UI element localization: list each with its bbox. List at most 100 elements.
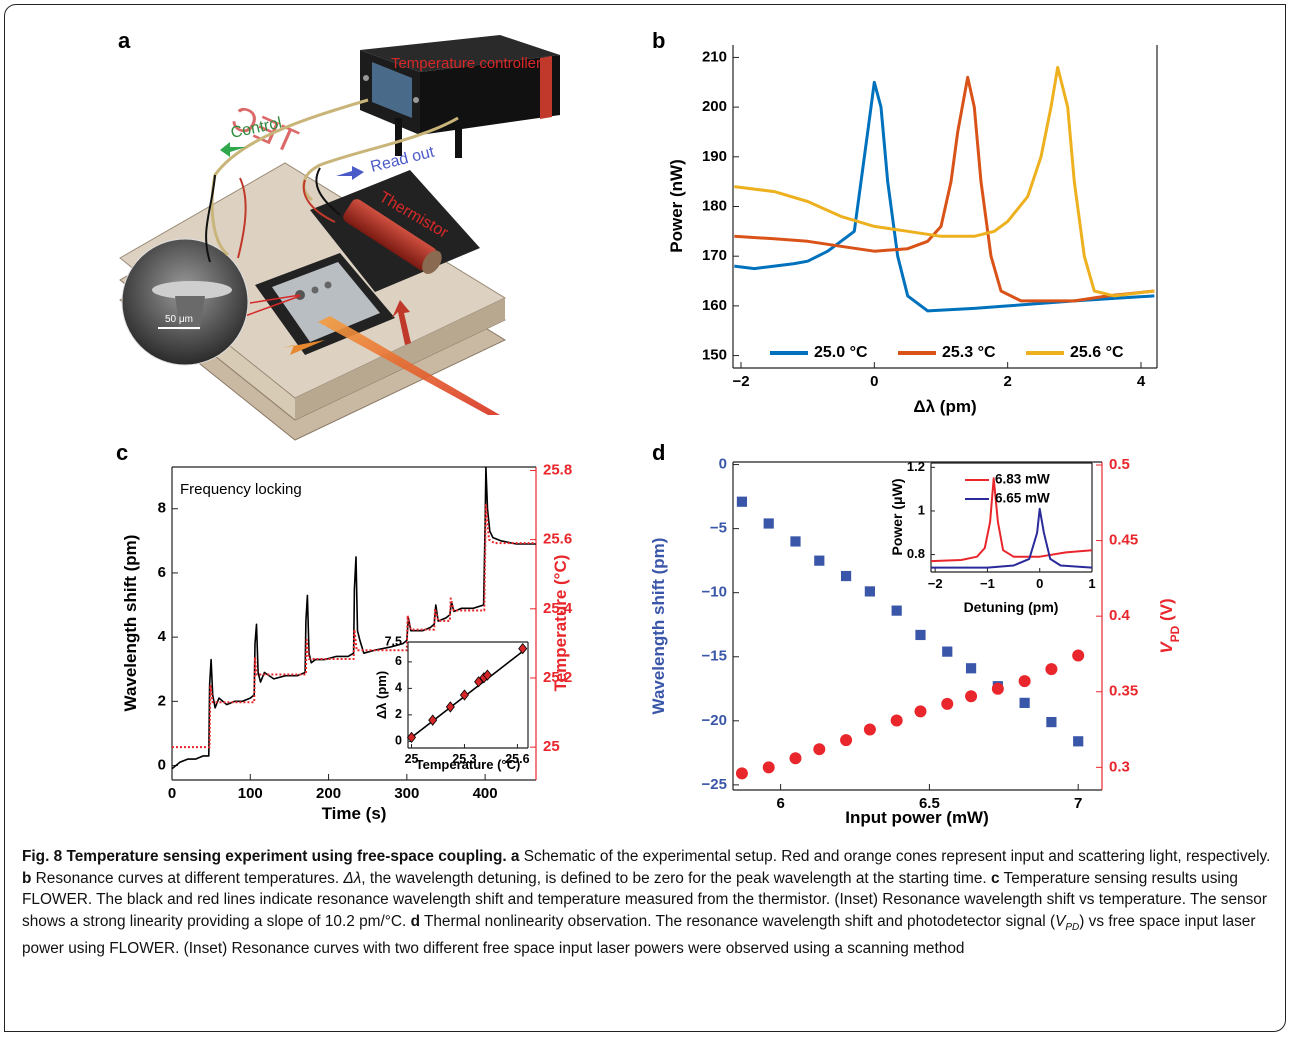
y-tick-label: 7.5	[385, 634, 402, 648]
marker	[428, 714, 438, 726]
marker	[459, 689, 469, 701]
caption-text: Schematic of the experimental setup. Red…	[519, 848, 1271, 865]
marker	[1018, 675, 1031, 688]
marker	[864, 586, 875, 597]
y-tick-label: 200	[702, 98, 727, 115]
y-tick-label: 2	[395, 707, 402, 721]
y-axis-label: Wavelength shift (pm)	[121, 535, 140, 712]
marker	[736, 496, 748, 507]
chip	[272, 262, 380, 342]
controller-leg	[395, 118, 402, 156]
marker	[763, 518, 774, 529]
series-line	[172, 467, 536, 770]
y-tick-label: 150	[702, 347, 727, 364]
input-arrow	[392, 300, 411, 345]
caption-label: b	[22, 869, 32, 887]
series-line	[734, 75, 1155, 303]
cable	[237, 177, 247, 259]
laser-beam	[318, 316, 500, 415]
sem-disk	[152, 281, 232, 299]
y-tick-label: 1.2	[907, 459, 925, 474]
y2-tick-label: 0.4	[1109, 607, 1131, 624]
chart: −2 −1 0 1 0.8 1 1.2 Detuning (pm) Power (μW) 6.83…	[889, 459, 1096, 615]
marker	[735, 767, 748, 780]
y2-tick-label: 0.5	[1109, 456, 1130, 473]
y-axis-label: Power (μW)	[889, 478, 905, 555]
annotation: Frequency locking	[180, 481, 302, 498]
marker	[482, 669, 492, 681]
x-tick-label: 100	[238, 785, 263, 802]
thermistor	[343, 199, 442, 274]
marker	[762, 761, 775, 774]
x-tick-label: 0	[870, 373, 878, 390]
caption-text: , the wavelength detuning, is defined to…	[361, 869, 991, 887]
marker	[1073, 736, 1084, 747]
marker	[863, 723, 876, 736]
marker	[840, 570, 852, 582]
y-tick-label: 0.8	[907, 546, 925, 561]
cable	[205, 174, 216, 263]
chart: −2 0 2 4 150 160 170 180 190 200 210 Δλ (pm) Power (…	[667, 45, 1158, 416]
figure: a b c d 50 μm TEC	[116, 28, 1182, 827]
y-tick-label: −15	[702, 648, 727, 665]
x-tick-label: 25.3	[452, 752, 476, 766]
zoom-line	[244, 295, 301, 317]
caption-label: d	[410, 912, 420, 930]
y-tick-label: 1	[918, 502, 925, 517]
caption-label: c	[990, 869, 1000, 887]
chart: 0 100 200 300 400 0 2 4 6 8 25 25.2 25.4 25.6 25.8 Time…	[121, 461, 573, 823]
y2-axis-label: Temperature (°C)	[551, 555, 570, 692]
x-tick-label: 25	[405, 752, 419, 766]
y2-tick-label: 0.3	[1109, 758, 1130, 775]
x-tick-label: 200	[316, 785, 341, 802]
y2-tick-label: 25.4	[543, 600, 573, 617]
y2-axis-label-part: (V)	[1157, 598, 1176, 625]
y-tick-label: 190	[702, 148, 727, 165]
x-tick-label: 2	[1003, 373, 1011, 390]
y-tick-label: −25	[702, 776, 727, 793]
marker	[814, 555, 825, 566]
x-tick-label: −2	[732, 373, 749, 390]
y-tick-label: 4	[158, 628, 167, 645]
marker	[813, 743, 826, 756]
caption: Fig. 8 Temperature sensing experiment us…	[22, 846, 1274, 960]
caption-symbol: V	[1055, 912, 1066, 930]
x-tick-label: −1	[980, 576, 995, 591]
caption-text: Resonance curves at different temperatur…	[31, 869, 344, 887]
marker	[518, 642, 528, 655]
marker	[965, 690, 978, 703]
legend-label: 6.65 mW	[995, 491, 1050, 506]
x-tick-label: −2	[928, 576, 943, 591]
y2-tick-label: 25.8	[543, 461, 572, 478]
chart: 25 25.3 25.6 0 2 4 6 7.5 Temperature (°C) Δλ (pm)	[374, 634, 530, 772]
x-tick-label: 0	[1036, 576, 1043, 591]
marker	[914, 705, 927, 718]
legend-label: 6.83 mW	[995, 472, 1050, 487]
y-axis-label: Wavelength shift (pm)	[649, 538, 668, 715]
readout-arrow	[336, 166, 364, 180]
y-tick-label: 0	[719, 456, 727, 473]
y-tick-label: 0	[158, 757, 166, 774]
x-tick-label: 1	[1088, 576, 1095, 591]
knob	[413, 97, 419, 103]
resonator	[324, 281, 332, 289]
y2-axis-label-part: PD	[1168, 625, 1182, 642]
series-line	[931, 477, 1092, 563]
panel-label: b	[652, 28, 665, 53]
marker	[941, 697, 954, 710]
control-arrow	[220, 142, 246, 157]
x-tick-label: 7	[1074, 795, 1082, 812]
y2-tick-label: 25.6	[543, 531, 572, 548]
knob	[363, 75, 369, 81]
y-tick-label: 0	[395, 734, 402, 748]
y-tick-label: 210	[702, 48, 727, 65]
legend-label: 25.3 °C	[942, 344, 996, 361]
y-tick-label: −20	[702, 712, 727, 729]
y-tick-label: −5	[710, 520, 727, 537]
x-axis-label: Input power (mW)	[845, 808, 989, 827]
marker	[1019, 697, 1030, 708]
controller-screen	[372, 62, 412, 118]
y-tick-label: 2	[158, 692, 166, 709]
